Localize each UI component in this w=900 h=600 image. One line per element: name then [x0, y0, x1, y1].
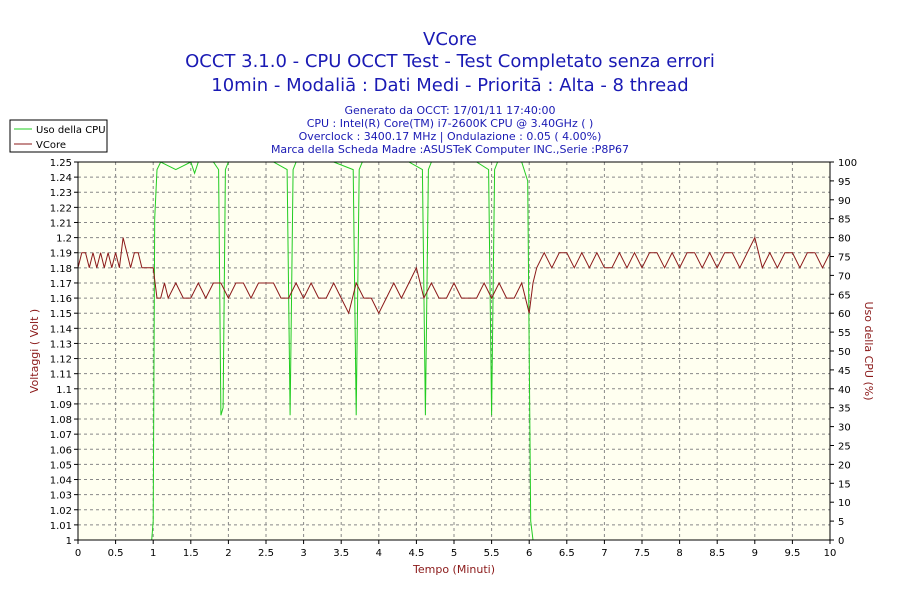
y-tick-label: 1.18	[50, 264, 72, 275]
y2-tick-label: 100	[838, 158, 857, 169]
y-tick-label: 1.22	[50, 203, 72, 214]
y-tick-label: 1.14	[50, 324, 72, 335]
y-tick-label: 1.05	[50, 460, 72, 471]
x-tick-label: 4	[376, 548, 382, 559]
y-tick-label: 1.23	[50, 188, 72, 199]
y-tick-label: 1.25	[50, 158, 72, 169]
y2-tick-label: 20	[838, 460, 851, 471]
y-tick-label: 1.01	[50, 521, 72, 532]
legend-box	[9, 119, 108, 153]
x-tick-label: 6.5	[559, 548, 575, 559]
y2-tick-label: 65	[838, 290, 851, 301]
y-tick-label: 1.21	[50, 218, 72, 229]
legend-label-cpu: Uso della CPU	[36, 125, 106, 136]
series-line-vcore	[77, 236, 831, 315]
y2-axis-title: Uso della CPU (%)	[862, 301, 875, 400]
y2-tick-label: 95	[838, 177, 851, 188]
info-cpu: CPU : Intel(R) Core(TM) i7-2600K CPU @ 3…	[307, 117, 594, 130]
y-tick-label: 1.13	[50, 339, 72, 350]
grid-lines	[78, 162, 830, 540]
y-tick-label: 1.04	[50, 476, 72, 487]
x-tick-label: 3.5	[333, 548, 349, 559]
x-tick-label: 6	[526, 548, 532, 559]
x-tick-label: 0.5	[108, 548, 124, 559]
x-tick-label: 7.5	[634, 548, 650, 559]
x-tick-label: 2.5	[258, 548, 274, 559]
chart-subtitle-2: 10min - Modaliā : Dati Medi - Prioritā :…	[211, 75, 688, 96]
y-tick-label: 1.1	[56, 385, 72, 396]
y-tick-label: 1.24	[50, 173, 72, 184]
y2-tick-label: 10	[838, 498, 851, 509]
y2-tick-label: 80	[838, 234, 851, 245]
legend: Uso della CPU VCore	[9, 119, 108, 153]
y-tick-label: 1.07	[50, 430, 72, 441]
axis-ticks: 0 0.5 1 1.5 2 2.5 3 3.5 4 4.5 5 5.5 6 6.5 7 7.5 8 8.5 9 9.5…	[50, 158, 857, 559]
y-tick-label: 1.06	[50, 445, 72, 456]
x-tick-label: 9.5	[784, 548, 800, 559]
y2-tick-label: 30	[838, 423, 851, 434]
y2-tick-label: 25	[838, 442, 851, 453]
info-generated: Generato da OCCT: 17/01/11 17:40:00	[344, 104, 555, 117]
y-axis-title: Voltaggi ( Volt )	[28, 309, 41, 393]
legend-label-vcore: VCore	[36, 140, 66, 151]
x-tick-label: 9	[752, 548, 758, 559]
y2-tick-label: 5	[838, 517, 844, 528]
x-tick-label: 8.5	[709, 548, 725, 559]
x-axis-title: Tempo (Minuti)	[412, 563, 495, 576]
y2-tick-label: 50	[838, 347, 851, 358]
y-tick-label: 1.16	[50, 294, 72, 305]
chart-subtitle-1: OCCT 3.1.0 - CPU OCCT Test - Test Comple…	[185, 51, 715, 72]
y-tick-label: 1.15	[50, 309, 72, 320]
y2-tick-label: 0	[838, 536, 844, 547]
y-tick-label: 1.03	[50, 491, 72, 502]
y2-tick-label: 15	[838, 479, 851, 490]
y2-tick-label: 55	[838, 328, 851, 339]
y2-tick-label: 35	[838, 404, 851, 415]
y2-tick-label: 40	[838, 385, 851, 396]
x-tick-label: 5.5	[484, 548, 500, 559]
y2-tick-label: 75	[838, 253, 851, 264]
y2-tick-label: 90	[838, 196, 851, 207]
chart-title: VCore	[423, 29, 477, 50]
x-tick-label: 3	[300, 548, 306, 559]
y-tick-label: 1.09	[50, 400, 72, 411]
x-tick-label: 0	[75, 548, 81, 559]
y-tick-label: 1.02	[50, 506, 72, 517]
x-tick-label: 5	[451, 548, 457, 559]
x-tick-label: 10	[824, 548, 837, 559]
y-tick-label: 1.08	[50, 415, 72, 426]
x-tick-label: 4.5	[408, 548, 424, 559]
x-tick-label: 1	[150, 548, 156, 559]
y2-tick-label: 85	[838, 215, 851, 226]
y-tick-label: 1.2	[56, 234, 72, 245]
y2-tick-label: 60	[838, 309, 851, 320]
x-tick-label: 7	[601, 548, 607, 559]
x-tick-label: 8	[676, 548, 682, 559]
info-overclock: Overclock : 3400.17 MHz | Ondulazione : …	[299, 130, 602, 143]
x-tick-label: 1.5	[183, 548, 199, 559]
y-tick-label: 1	[66, 536, 72, 547]
info-motherboard: Marca della Scheda Madre :ASUSTeK Comput…	[271, 143, 629, 156]
x-tick-label: 2	[225, 548, 231, 559]
y-tick-label: 1.11	[50, 370, 72, 381]
y2-tick-label: 45	[838, 366, 851, 377]
y-tick-label: 1.19	[50, 249, 72, 260]
y2-tick-label: 70	[838, 271, 851, 282]
y-tick-label: 1.12	[50, 355, 72, 366]
y-tick-label: 1.17	[50, 279, 72, 290]
